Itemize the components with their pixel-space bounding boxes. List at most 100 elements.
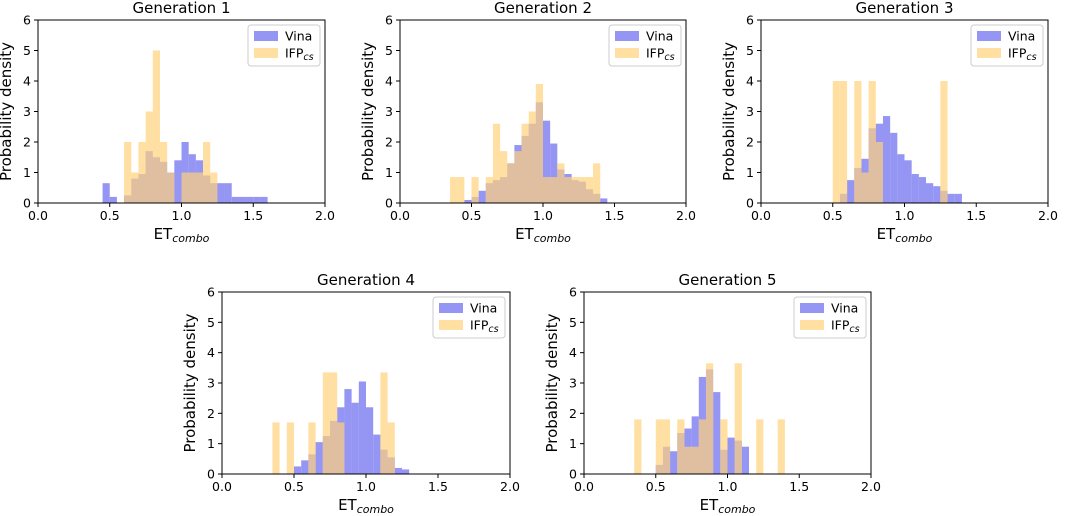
y-tick-label: 5: [207, 315, 215, 330]
x-tick-label: 2.0: [1038, 208, 1058, 223]
bar: [492, 123, 501, 203]
series-ifp: [124, 50, 218, 203]
bar: [756, 419, 764, 474]
bar: [904, 160, 912, 203]
chart-panel-3: 0.0 0.5 1.0 1.5 2.0 0 1 2 3 4 5 6 Generation 3 ETcomb…: [720, 0, 1058, 245]
x-tick-label: 0.5: [646, 479, 666, 494]
y-tick-label: 3: [23, 104, 31, 119]
x-tick-label: 0.5: [823, 208, 843, 223]
bar: [839, 81, 848, 203]
bar: [832, 81, 840, 203]
y-tick-label: 5: [23, 43, 31, 58]
y-tick-label: 6: [207, 285, 215, 300]
y-tick-label: 3: [569, 376, 577, 391]
y-tick-label: 2: [746, 135, 754, 150]
x-tick-label: 2.0: [861, 479, 881, 494]
legend-swatch-vina: [800, 303, 824, 313]
chart-panel-2: 0.0 0.5 1.0 1.5 2.0 0 1 2 3 4 5 6 Generation 2 ETcomb…: [359, 0, 696, 245]
y-tick-label: 0: [569, 467, 577, 482]
x-tick-label: 0.0: [390, 208, 410, 223]
legend-label-ifp: IFPcs: [646, 46, 675, 64]
y-axis-label: Probability density: [359, 42, 377, 181]
legend-label-ifp: IFPcs: [1008, 46, 1037, 64]
bar: [308, 422, 316, 474]
legend: Vina IFPcs: [970, 24, 1044, 67]
bar: [344, 389, 352, 474]
bar: [471, 177, 479, 203]
bar: [634, 419, 642, 474]
bar: [301, 460, 309, 474]
legend-swatch-ifp: [439, 320, 463, 330]
y-tick-label: 4: [23, 74, 31, 89]
bar: [882, 116, 891, 203]
y-axis-label: Probability density: [0, 42, 15, 181]
bar: [564, 177, 572, 203]
bar: [868, 81, 876, 203]
bar: [195, 172, 204, 203]
y-tick-label: 0: [385, 196, 393, 211]
series-ifp: [450, 84, 601, 203]
bar: [713, 392, 721, 474]
y-tick-label: 5: [746, 43, 754, 58]
series-ifp: [272, 372, 395, 474]
x-axis-label: ETcombo: [338, 496, 394, 516]
y-tick-label: 4: [207, 345, 215, 360]
y-tick-label: 3: [207, 376, 215, 391]
y-axis-label: Probability density: [181, 313, 199, 452]
legend-swatch-vina: [254, 31, 278, 41]
bar: [286, 422, 294, 474]
bar: [550, 143, 558, 203]
bar: [373, 434, 381, 474]
bar: [217, 183, 225, 203]
bar: [741, 446, 750, 474]
y-axis-label: Probability density: [543, 313, 561, 452]
legend-swatch-ifp: [615, 48, 639, 58]
y-tick-label: 5: [385, 43, 393, 58]
y-tick-label: 3: [746, 104, 754, 119]
y-tick-label: 5: [569, 315, 577, 330]
x-tick-label: 2.0: [500, 479, 520, 494]
legend: Vina IFPcs: [432, 296, 506, 339]
legend-swatch-ifp: [977, 48, 1001, 58]
bar: [933, 186, 941, 203]
bar: [387, 422, 395, 474]
bar: [253, 196, 261, 203]
x-tick-label: 0.5: [284, 479, 304, 494]
bar: [337, 422, 345, 474]
chart-panel-1: 0.0 0.5 1.0 1.5 2.0 0 1 2 3 4 5 6 Generation 1 ETcomb…: [0, 0, 335, 245]
bar: [655, 419, 663, 474]
x-tick-label: 1.0: [895, 208, 915, 223]
y-tick-label: 1: [23, 165, 31, 180]
y-tick-label: 2: [207, 406, 215, 421]
bar: [670, 451, 678, 474]
series-ifp: [832, 81, 948, 203]
y-tick-label: 0: [746, 196, 754, 211]
bar: [585, 177, 594, 203]
bar: [600, 198, 608, 203]
bar: [854, 81, 862, 203]
legend-label-vina: Vina: [1008, 29, 1035, 44]
bar: [521, 123, 529, 203]
bar: [402, 469, 410, 474]
bar: [272, 422, 280, 474]
legend-label-ifp: IFPcs: [470, 318, 499, 336]
bar: [691, 416, 699, 474]
legend-label-ifp: IFPcs: [831, 318, 860, 336]
y-tick-label: 0: [23, 196, 31, 211]
bar: [188, 172, 196, 203]
y-tick-label: 6: [569, 285, 577, 300]
bar: [550, 177, 558, 203]
bar: [210, 172, 218, 203]
legend-label-ifp: IFPcs: [285, 46, 314, 64]
x-axis-label: ETcombo: [515, 225, 571, 245]
bar: [875, 142, 883, 203]
bar: [684, 446, 692, 474]
bar: [131, 172, 139, 203]
bar: [246, 196, 254, 203]
x-tick-label: 1.5: [243, 208, 263, 223]
legend-label-vina: Vina: [831, 301, 858, 316]
bar: [847, 180, 855, 204]
bar: [231, 196, 239, 203]
chart-panel-5: 0.0 0.5 1.0 1.5 2.0 0 1 2 3 4 5 6 Generation 5 ETcomb…: [543, 271, 881, 516]
bar: [543, 120, 551, 203]
